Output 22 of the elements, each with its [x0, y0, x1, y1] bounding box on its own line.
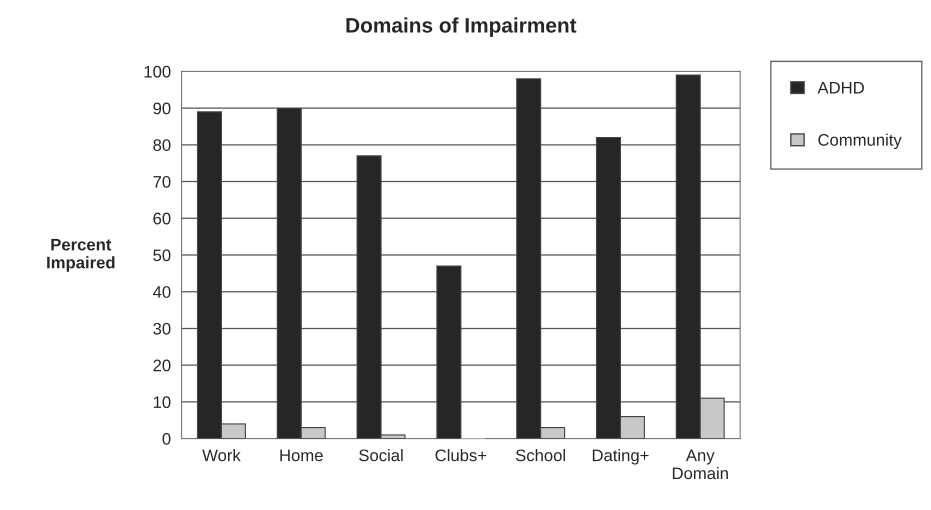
- y-tick-label: 80: [153, 139, 170, 152]
- x-tick-label: Any Domain: [672, 450, 728, 480]
- x-tick-label: Social: [359, 449, 403, 462]
- y-tick-label: 0: [162, 433, 170, 445]
- y-axis-title: Percent Impaired: [47, 238, 114, 272]
- y-tick-label: 20: [153, 360, 170, 372]
- y-tick-label: 60: [153, 212, 170, 224]
- y-tick-label: 50: [153, 249, 170, 262]
- x-tick-label: Clubs+: [436, 449, 486, 462]
- y-tick-label: 10: [154, 396, 170, 408]
- x-tick-label: Home: [280, 450, 323, 462]
- x-tick-label: School: [516, 449, 566, 462]
- y-tick-label: 90: [153, 102, 170, 114]
- y-tick-label: 100: [144, 66, 170, 78]
- y-tick-label: 30: [153, 322, 170, 335]
- x-tick-label: Dating+: [592, 449, 649, 465]
- y-tick-label: 40: [152, 286, 170, 298]
- legend-label: Community: [818, 134, 902, 150]
- chart-title: Domains of Impairment: [346, 17, 576, 37]
- legend-label: ADHD: [818, 82, 864, 94]
- y-tick-label: 70: [153, 176, 170, 188]
- x-tick-label: Work: [202, 449, 241, 462]
